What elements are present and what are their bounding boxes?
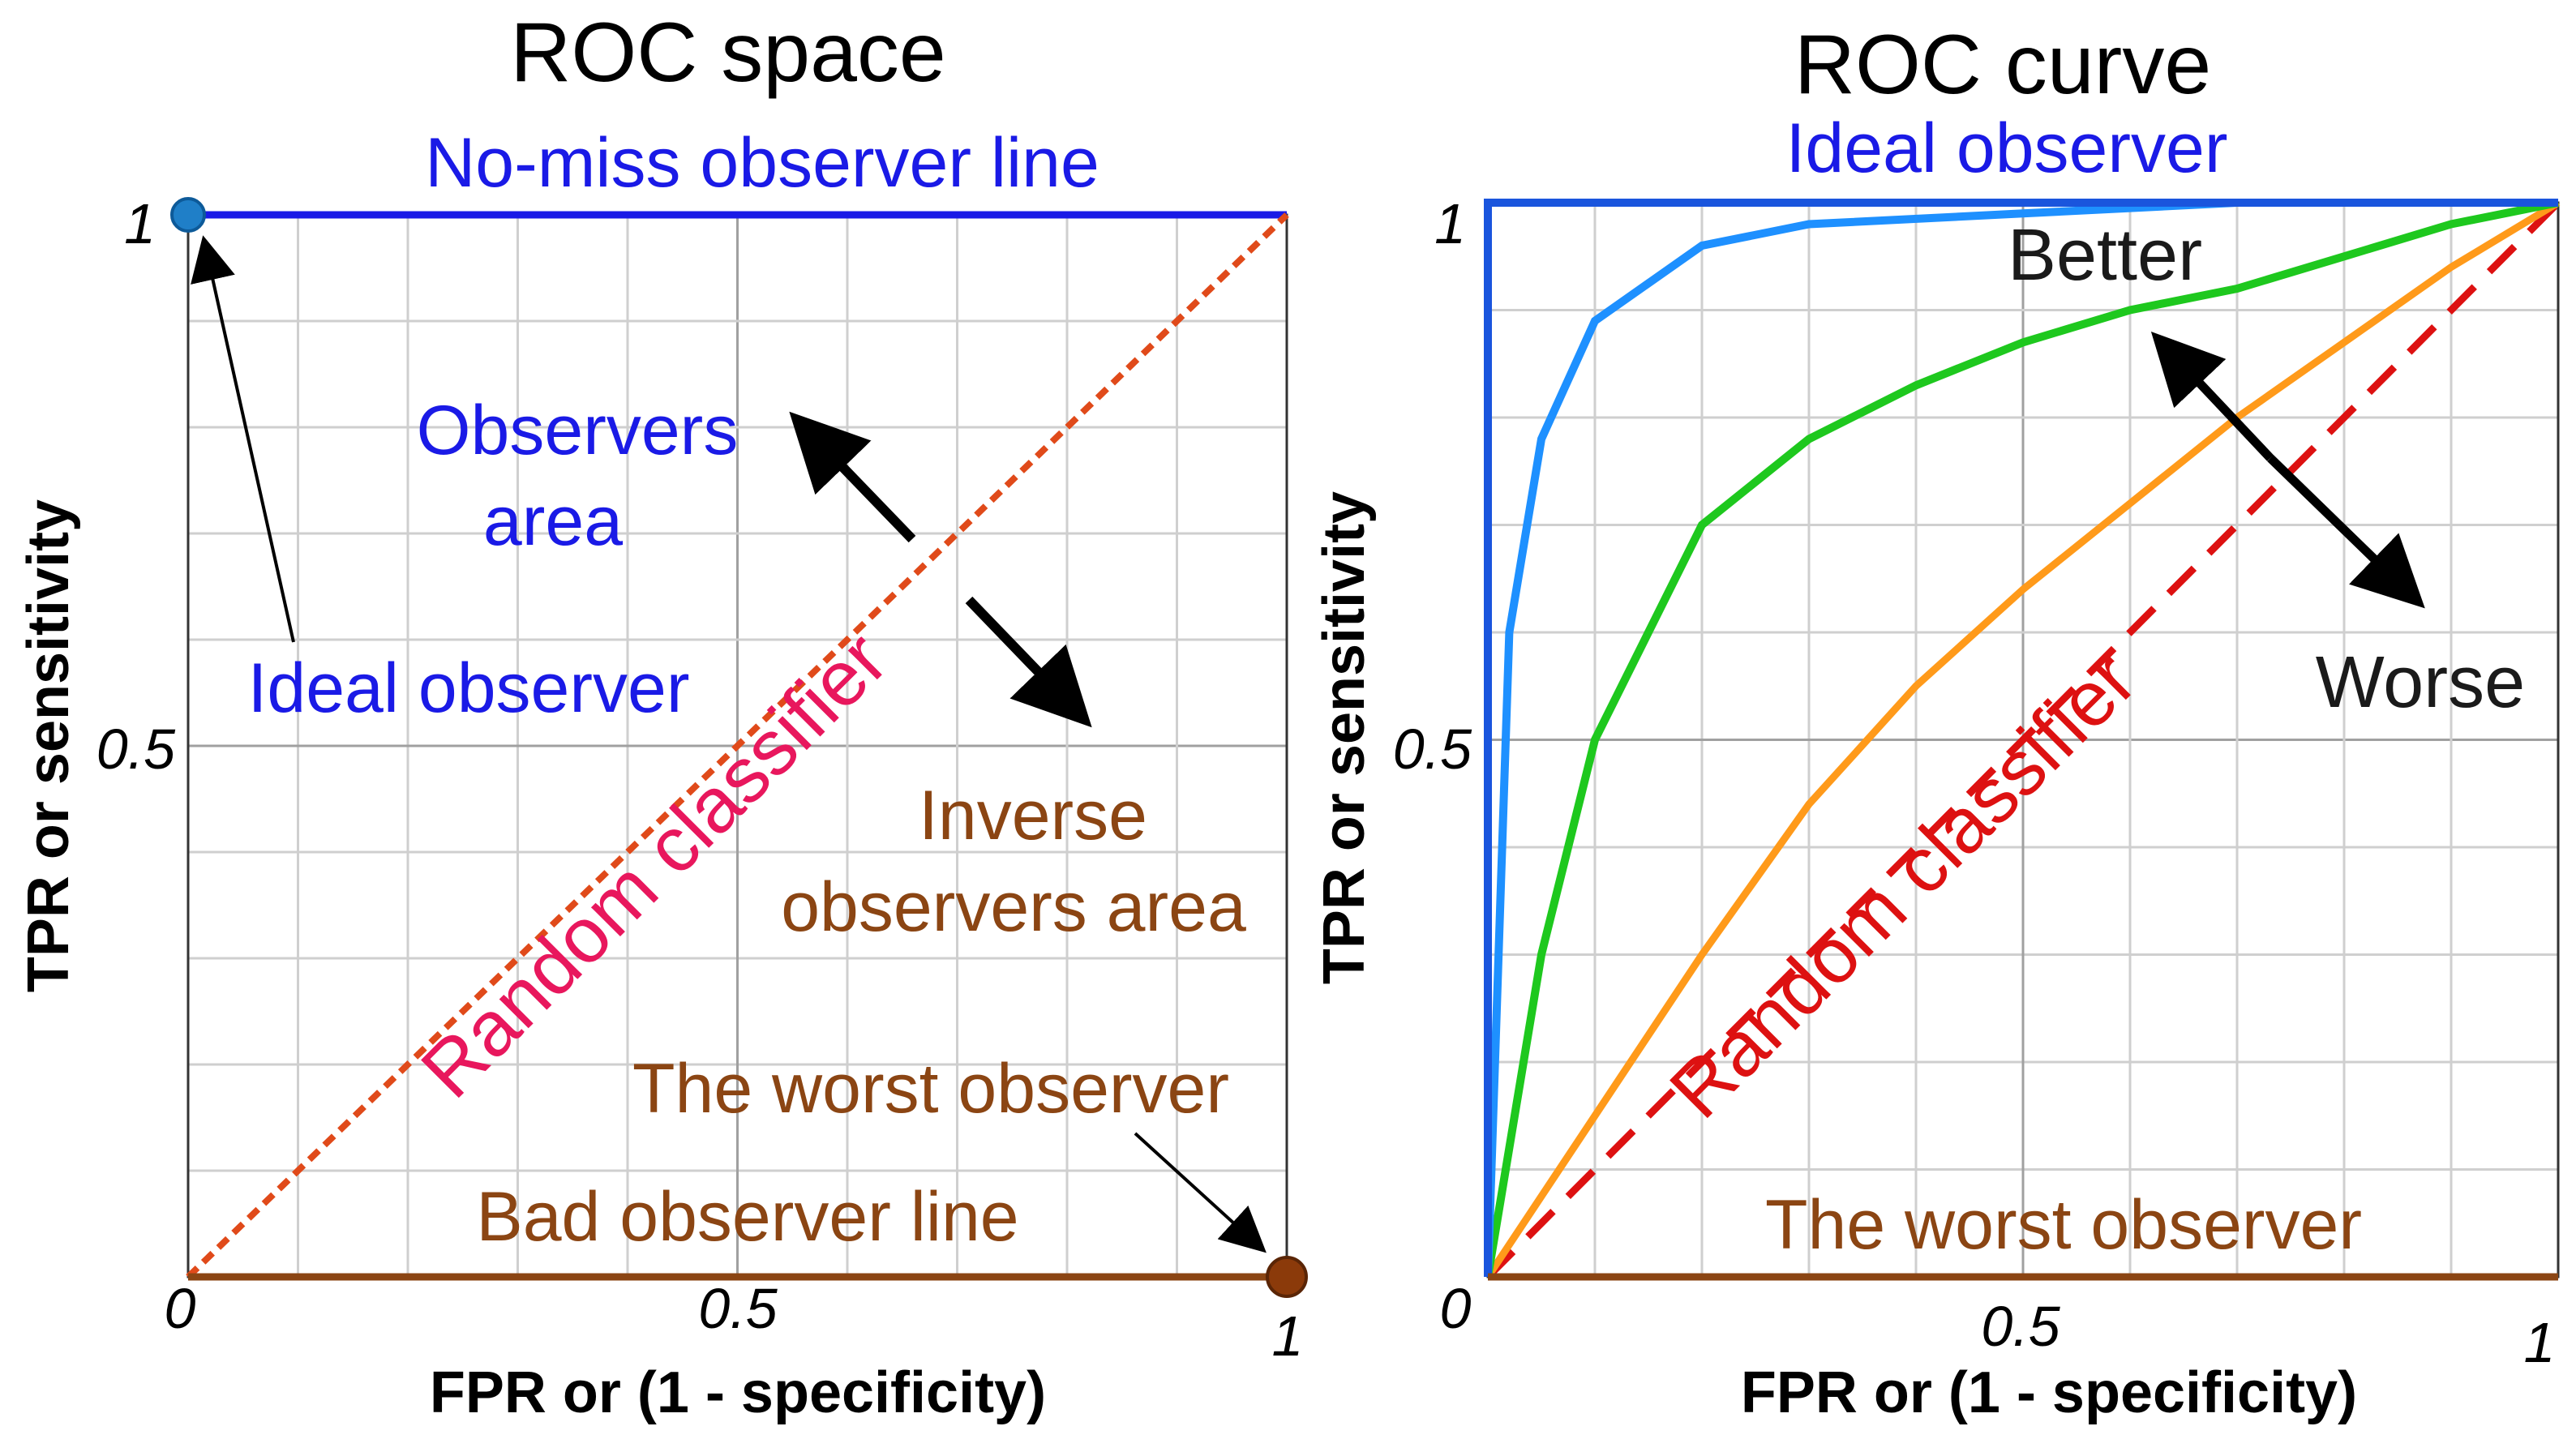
left-y-tick-0.5: 0.5 (96, 717, 176, 781)
left-x-tick-0.5: 0.5 (698, 1277, 778, 1340)
roc-space-panel: ROC space FPR or (1 - specificity) TPR o… (16, 6, 1308, 1425)
toward-observers-area-arrow (789, 411, 916, 543)
observers-area-label-line2: area (483, 482, 623, 560)
right-x-axis-label: FPR or (1 - specificity) (1741, 1360, 2357, 1425)
toward-inverse-area-arrow (965, 596, 1092, 728)
right-y-axis-label: TPR or sensitivity (1312, 491, 1377, 984)
left-y-tick-1: 1 (124, 192, 156, 255)
left-x-axis-label: FPR or (1 - specificity) (430, 1360, 1046, 1425)
worst-observer-label: The worst observer (632, 1050, 1229, 1128)
inverse-area-label-line2: observers area (781, 868, 1246, 946)
right-x-tick-0.5: 0.5 (1981, 1295, 2060, 1358)
right-chart-title: ROC curve (1794, 18, 2211, 112)
roc-curve-panel: ROC curve FPR or (1 - specificity) TPR o… (1312, 18, 2561, 1425)
bad-observer-line-label: Bad observer line (476, 1178, 1018, 1256)
right-x-tick-0: 0 (1440, 1277, 1472, 1340)
better-arrow (2150, 331, 2274, 461)
right-y-tick-1: 1 (1434, 192, 1466, 255)
good-roc-curve (1484, 199, 2559, 1278)
observers-area-label-line1: Observers (417, 392, 739, 469)
no-miss-observer-label: No-miss observer line (425, 124, 1099, 202)
right-random-classifier-line (1485, 199, 2561, 1280)
ideal-observer-point (170, 197, 206, 233)
worse-arrow (2267, 455, 2425, 609)
right-worst-observer-label: The worst observer (1765, 1186, 2362, 1264)
left-grid (188, 215, 1287, 1277)
right-grid (1488, 203, 2558, 1277)
fair-roc-curve (1485, 199, 2561, 1279)
left-x-tick-0: 0 (165, 1277, 196, 1340)
ideal-observer-curve (1484, 199, 2558, 1277)
ideal-observer-label: Ideal observer (248, 649, 690, 727)
left-chart-title: ROC space (510, 6, 946, 100)
right-ideal-observer-label: Ideal observer (1786, 109, 2228, 187)
worst-observer-pointer-arrow (1134, 1132, 1267, 1253)
ideal-observer-pointer-arrow (191, 235, 295, 643)
worse-label: Worse (2316, 642, 2525, 723)
inverse-area-label-line1: Inverse (919, 777, 1147, 854)
left-y-axis-label: TPR or sensitivity (16, 499, 81, 992)
worst-observer-point (1266, 1256, 1308, 1298)
better-label: Better (2008, 215, 2202, 296)
right-x-tick-1: 1 (2524, 1311, 2556, 1374)
left-x-tick-1: 1 (1272, 1304, 1304, 1368)
right-random-classifier-label: Random classifier (1653, 636, 2152, 1134)
right-y-tick-0.5: 0.5 (1393, 717, 1472, 781)
left-random-classifier-line (186, 212, 1289, 1279)
